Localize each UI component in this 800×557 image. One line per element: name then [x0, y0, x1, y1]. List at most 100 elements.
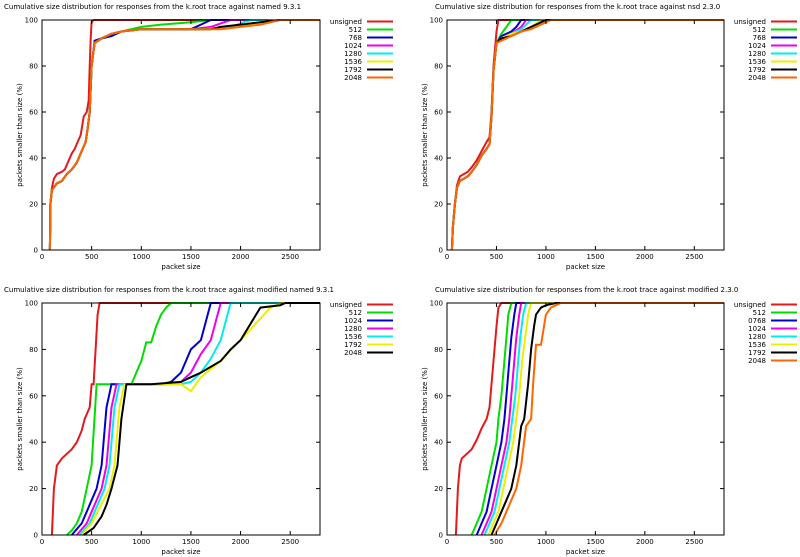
x-tick-label: 500 [85, 538, 98, 546]
y-tick-label: 60 [29, 109, 38, 117]
x-tick-label: 2000 [636, 253, 654, 261]
x-tick-label: 0 [445, 253, 449, 261]
y-tick-label: 60 [434, 109, 443, 117]
x-tick-label: 2000 [636, 538, 654, 546]
x-tick-label: 0 [40, 253, 44, 261]
x-tick-label: 2500 [281, 538, 299, 546]
x-tick-label: 1500 [182, 538, 200, 546]
series-line-512 [470, 302, 724, 536]
legend-label: 1280 [748, 50, 766, 58]
chart-title: Cumulative size distribution for respons… [435, 3, 720, 11]
y-axis-label: packets smaller than size (%) [16, 83, 24, 187]
y-tick-label: 0 [439, 532, 443, 540]
chart-title: Cumulative size distribution for respons… [4, 286, 334, 294]
legend-label: 768 [349, 34, 362, 42]
legend-label: 1024 [344, 317, 362, 325]
series-line-1536 [78, 302, 320, 536]
legend-label: 1792 [344, 341, 362, 349]
series-group [50, 302, 320, 536]
legend-label: 1024 [344, 42, 362, 50]
y-tick-label: 20 [434, 201, 443, 209]
legend-label: 1024 [748, 325, 766, 333]
x-tick-label: 500 [490, 538, 503, 546]
legend-label: 1792 [748, 66, 766, 74]
x-tick-label: 2500 [685, 253, 703, 261]
y-tick-label: 60 [434, 392, 443, 400]
y-tick-label: 0 [439, 247, 443, 255]
x-tick-label: 2500 [281, 253, 299, 261]
legend-label: 512 [753, 309, 766, 317]
y-tick-label: 20 [434, 485, 443, 493]
legend-label: unsigned [734, 301, 766, 309]
series-line-2048 [493, 302, 724, 536]
x-tick-label: 0 [40, 538, 44, 546]
legend-label: 512 [753, 26, 766, 34]
x-axis-label: packet size [161, 263, 200, 271]
legend-label: 2048 [748, 74, 766, 82]
chart-title: Cumulative size distribution for respons… [4, 3, 301, 11]
y-axis-label: packets smaller than size (%) [421, 367, 429, 471]
series-line-1024 [71, 302, 320, 536]
y-tick-label: 100 [25, 300, 38, 308]
legend-label: 1280 [748, 333, 766, 341]
y-tick-label: 20 [29, 485, 38, 493]
y-tick-label: 20 [29, 201, 38, 209]
series-group [454, 302, 724, 536]
legend-label: 1792 [344, 66, 362, 74]
series-line-2048 [450, 19, 724, 251]
x-tick-label: 1000 [132, 253, 150, 261]
series-line-1280 [450, 19, 724, 251]
x-tick-label: 2000 [232, 253, 250, 261]
legend-label: 1536 [748, 58, 766, 66]
legend-label: unsigned [330, 18, 362, 26]
legend-label: 1024 [748, 42, 766, 50]
y-tick-label: 80 [434, 346, 443, 354]
y-axis-label: packets smaller than size (%) [16, 367, 24, 471]
series-line-512 [450, 19, 724, 251]
series-line-0768 [475, 302, 724, 536]
y-tick-label: 80 [29, 63, 38, 71]
legend-label: 1280 [344, 325, 362, 333]
legend-label: 1536 [344, 58, 362, 66]
y-tick-label: 60 [29, 392, 38, 400]
x-axis-label: packet size [566, 263, 605, 271]
series-line-1536 [450, 19, 724, 251]
plot-frame [446, 302, 725, 536]
series-line-1024 [450, 19, 724, 251]
x-tick-label: 1000 [537, 538, 555, 546]
y-tick-label: 0 [34, 532, 38, 540]
series-line-2048 [48, 19, 320, 251]
y-tick-label: 80 [29, 346, 38, 354]
y-tick-label: 40 [29, 155, 38, 163]
plot-frame [41, 19, 321, 251]
x-tick-label: 1000 [537, 253, 555, 261]
legend-label: 512 [349, 26, 362, 34]
x-tick-label: 0 [445, 538, 449, 546]
series-line-unsigned [454, 302, 724, 536]
chart-panel-4: Cumulative size distribution for respons… [421, 286, 797, 556]
x-tick-label: 1500 [586, 253, 604, 261]
legend-label: 2048 [748, 357, 766, 365]
legend-label: 512 [349, 309, 362, 317]
y-tick-label: 100 [25, 17, 38, 25]
y-axis-label: packets smaller than size (%) [421, 83, 429, 187]
plot-frame [446, 19, 725, 251]
y-tick-label: 80 [434, 63, 443, 71]
legend-label: 2048 [344, 74, 362, 82]
series-line-1024 [480, 302, 724, 536]
series-line-1280 [483, 302, 724, 536]
legend-label: 1792 [748, 349, 766, 357]
chart-panel-3: Cumulative size distribution for respons… [4, 286, 393, 556]
chart-title: Cumulative size distribution for respons… [435, 286, 738, 294]
y-tick-label: 40 [29, 439, 38, 447]
y-tick-label: 40 [434, 155, 443, 163]
series-line-1792 [450, 19, 724, 251]
legend-label: 1536 [748, 341, 766, 349]
y-tick-label: 100 [430, 17, 443, 25]
series-line-unsigned [48, 19, 320, 251]
chart-panel-1: Cumulative size distribution for respons… [4, 3, 393, 271]
